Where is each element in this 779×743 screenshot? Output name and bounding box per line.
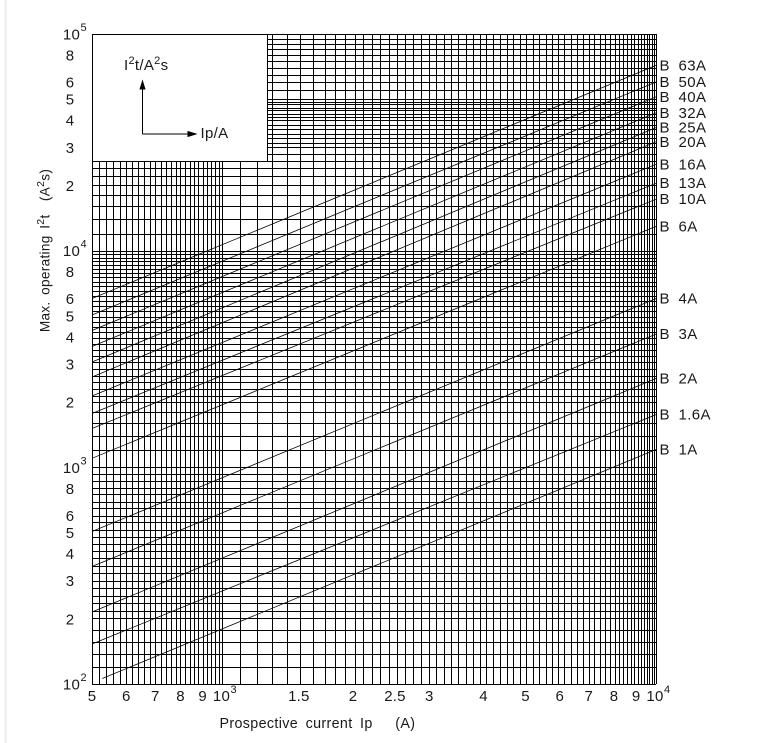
svg-text:3: 3 <box>66 140 75 157</box>
svg-text:4: 4 <box>479 688 488 705</box>
svg-text:8: 8 <box>610 688 619 705</box>
svg-text:Ip/A: Ip/A <box>201 125 229 142</box>
svg-text:Prospective current Ip (A): Prospective current Ip (A) <box>220 716 416 732</box>
svg-text:7: 7 <box>585 688 594 705</box>
svg-text:4: 4 <box>664 684 670 696</box>
svg-text:9: 9 <box>198 688 207 705</box>
svg-text:8: 8 <box>176 688 185 705</box>
svg-text:10: 10 <box>63 460 80 477</box>
svg-text:4: 4 <box>66 113 75 130</box>
svg-text:3: 3 <box>66 573 75 590</box>
svg-text:B: B <box>660 371 670 388</box>
svg-text:B: B <box>660 191 670 208</box>
svg-text:5: 5 <box>66 308 75 325</box>
svg-text:B: B <box>660 74 670 91</box>
svg-text:2A: 2A <box>679 371 698 388</box>
svg-text:1.5: 1.5 <box>288 688 309 705</box>
svg-text:4A: 4A <box>679 291 698 308</box>
svg-text:40A: 40A <box>679 89 707 106</box>
svg-text:B: B <box>660 105 670 122</box>
svg-text:5: 5 <box>521 688 530 705</box>
svg-text:B: B <box>660 291 670 308</box>
svg-text:5: 5 <box>66 92 75 109</box>
svg-text:B: B <box>660 326 670 343</box>
svg-text:1A: 1A <box>679 442 698 459</box>
svg-text:10A: 10A <box>679 191 707 208</box>
svg-text:32A: 32A <box>679 105 707 122</box>
svg-text:2: 2 <box>66 611 75 628</box>
svg-text:8: 8 <box>66 48 75 65</box>
svg-text:13A: 13A <box>679 175 707 192</box>
svg-text:B: B <box>660 218 670 235</box>
svg-text:B: B <box>660 175 670 192</box>
svg-text:5: 5 <box>88 688 97 705</box>
svg-text:2: 2 <box>81 672 87 684</box>
svg-text:3: 3 <box>81 455 87 467</box>
svg-text:B: B <box>660 156 670 173</box>
svg-text:3: 3 <box>425 688 434 705</box>
svg-text:10: 10 <box>213 688 230 705</box>
svg-text:4: 4 <box>66 546 75 563</box>
svg-text:6: 6 <box>66 75 75 92</box>
svg-text:6: 6 <box>122 688 131 705</box>
svg-text:50A: 50A <box>679 74 707 91</box>
svg-text:B: B <box>660 57 670 74</box>
svg-text:Max. operating I2t (A2s): Max. operating I2t (A2s) <box>35 169 53 332</box>
svg-text:B: B <box>660 134 670 151</box>
svg-text:5: 5 <box>81 22 87 34</box>
svg-text:16A: 16A <box>679 156 707 173</box>
svg-text:2: 2 <box>66 395 75 412</box>
svg-text:2.5: 2.5 <box>384 688 405 705</box>
svg-text:2: 2 <box>349 688 358 705</box>
svg-text:5: 5 <box>66 525 75 542</box>
svg-text:6: 6 <box>66 508 75 525</box>
svg-text:3: 3 <box>66 357 75 374</box>
svg-text:10: 10 <box>646 688 663 705</box>
svg-text:6A: 6A <box>679 218 698 235</box>
svg-text:4: 4 <box>66 329 75 346</box>
svg-text:B: B <box>660 89 670 106</box>
svg-text:3: 3 <box>231 684 237 696</box>
svg-text:1.6A: 1.6A <box>679 407 711 424</box>
svg-text:25A: 25A <box>679 120 707 137</box>
svg-text:63A: 63A <box>679 57 707 74</box>
svg-text:3A: 3A <box>679 326 698 343</box>
svg-text:8: 8 <box>66 264 75 281</box>
svg-text:2: 2 <box>66 178 75 195</box>
svg-text:I2t/A2s: I2t/A2s <box>124 55 168 74</box>
svg-text:10: 10 <box>63 677 80 694</box>
svg-text:6: 6 <box>66 291 75 308</box>
svg-text:8: 8 <box>66 481 75 498</box>
svg-text:B: B <box>660 407 670 424</box>
svg-text:4: 4 <box>81 239 87 251</box>
svg-text:B: B <box>660 120 670 137</box>
svg-text:10: 10 <box>63 243 80 260</box>
svg-text:10: 10 <box>63 27 80 44</box>
svg-text:7: 7 <box>151 688 160 705</box>
svg-text:9: 9 <box>632 688 641 705</box>
svg-text:6: 6 <box>556 688 565 705</box>
svg-text:B: B <box>660 442 670 459</box>
svg-text:20A: 20A <box>679 134 707 151</box>
